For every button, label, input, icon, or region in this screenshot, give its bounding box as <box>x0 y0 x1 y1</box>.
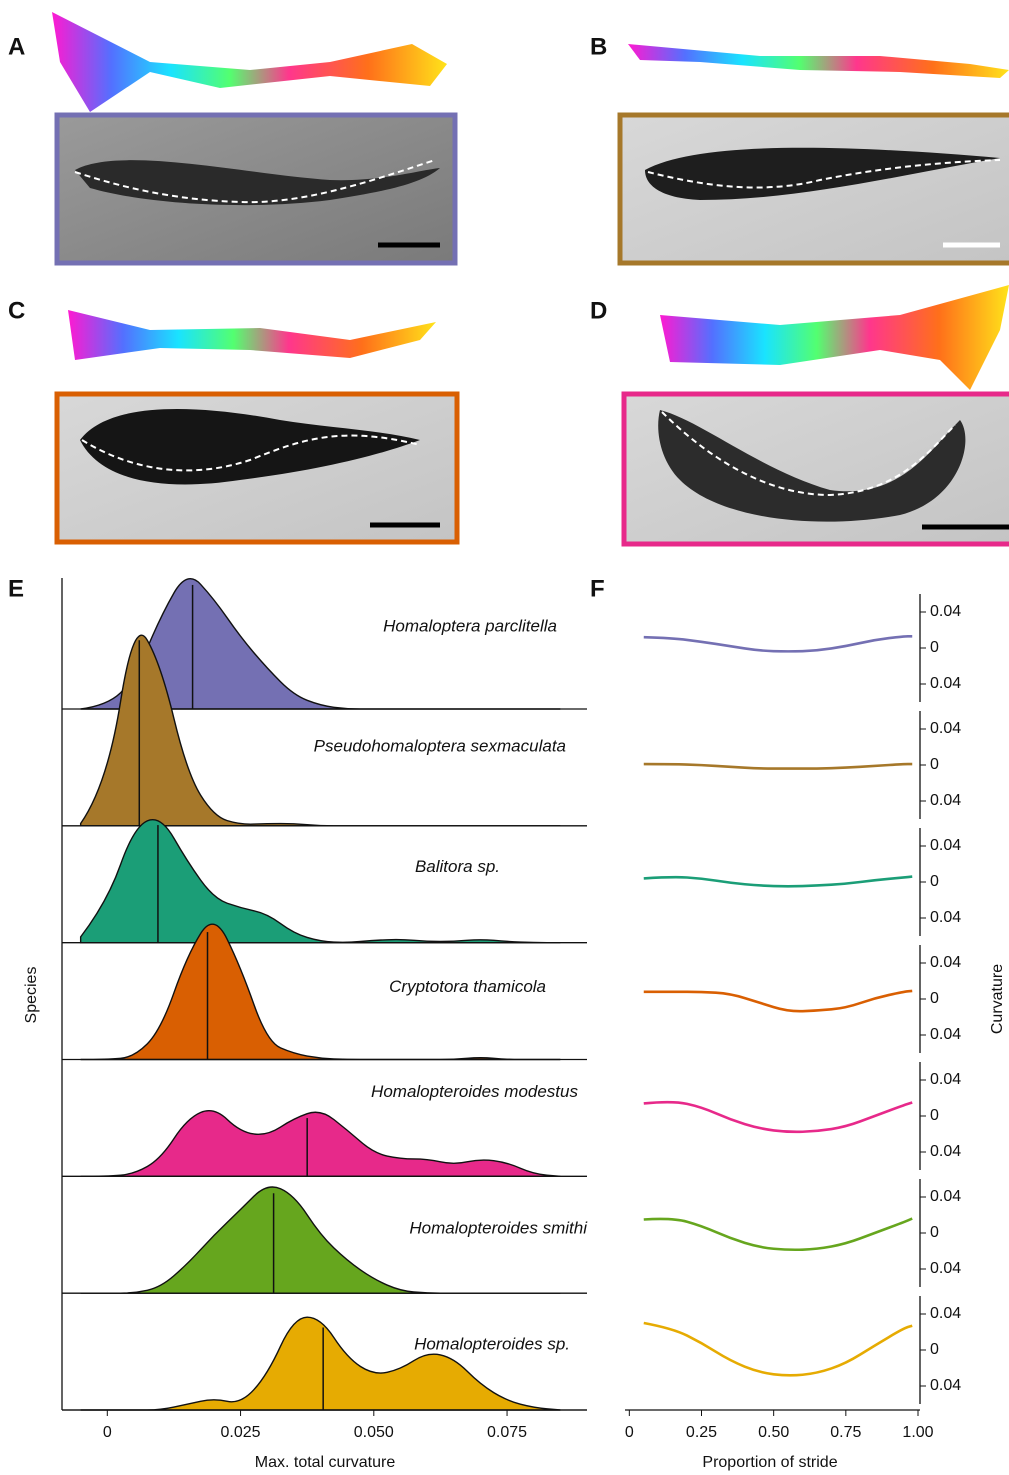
y-tick-label: 0.04 <box>930 837 961 854</box>
density-ridge <box>80 1186 561 1294</box>
panel-b <box>617 44 1009 266</box>
y-tick-label: 0.04 <box>930 1026 961 1043</box>
species-label: Homaloptera parclitella <box>383 616 557 635</box>
y-tick-label: 0 <box>930 639 939 656</box>
species-label: Homalopteroides sp. <box>414 1334 570 1353</box>
y-tick-label: 0.04 <box>930 720 961 737</box>
midline <box>81 434 421 472</box>
species-label: Balitora sp. <box>415 857 500 876</box>
panel-label: A <box>8 33 25 60</box>
y-tick-label: 0.04 <box>930 603 961 620</box>
y-axis-title: Curvature <box>989 964 1006 1034</box>
curvature-chart: Proportion of stride Curvature 0.04 0 0.04… <box>625 594 1006 1471</box>
curvature-line <box>643 762 913 770</box>
density-ridge <box>79 819 561 944</box>
curvature-line <box>643 875 913 888</box>
y-tick-label: 0 <box>930 873 939 890</box>
y-tick-label: 0.04 <box>930 1377 961 1394</box>
species-label: Cryptotora thamicola <box>389 977 546 996</box>
curvature-line <box>643 635 913 653</box>
x-tick-label: 0 <box>103 1424 112 1441</box>
x-tick-label: 0.25 <box>686 1424 717 1441</box>
y-tick-label: 0 <box>930 1341 939 1358</box>
curvature-line <box>643 1321 913 1377</box>
y-tick-label: 0.04 <box>930 954 961 971</box>
midline <box>74 159 436 204</box>
panel-label: B <box>590 33 607 60</box>
y-tick-label: 0.04 <box>930 675 961 692</box>
ridgeline-chart: Max. total curvature Species Homaloptera… <box>23 578 588 1471</box>
species-label: Pseudohomaloptera sexmaculata <box>314 736 566 755</box>
panel-c <box>54 310 460 545</box>
y-tick-label: 0 <box>930 990 939 1007</box>
curvature-line <box>643 989 913 1013</box>
midline <box>661 411 956 497</box>
fish <box>80 408 420 485</box>
x-tick-label: 0.025 <box>221 1424 261 1441</box>
y-tick-label: 0.04 <box>930 1260 961 1277</box>
midline-overlay <box>628 44 1009 78</box>
y-axis-title: Species <box>23 967 40 1024</box>
fish <box>658 410 966 522</box>
midline-overlay <box>52 12 447 112</box>
panel-label: C <box>8 297 25 324</box>
midline <box>647 159 1001 189</box>
panel-label: E <box>8 575 24 602</box>
panel-label: F <box>590 575 605 602</box>
y-tick-label: 0 <box>930 1224 939 1241</box>
density-ridge <box>80 1110 561 1178</box>
curvature-line <box>643 1217 913 1252</box>
midline-overlay <box>68 310 436 360</box>
x-tick-label: 0.075 <box>487 1424 527 1441</box>
midline-overlay <box>660 285 1009 390</box>
y-tick-label: 0.04 <box>930 909 961 926</box>
x-tick-label: 0 <box>625 1424 634 1441</box>
y-tick-label: 0 <box>930 1107 939 1124</box>
x-axis-title: Max. total curvature <box>255 1454 396 1471</box>
density-ridge <box>79 634 561 827</box>
y-tick-label: 0.04 <box>930 1071 961 1088</box>
y-tick-label: 0.04 <box>930 1143 961 1160</box>
curvature-line <box>643 1100 913 1134</box>
y-tick-label: 0.04 <box>930 1188 961 1205</box>
species-label: Homalopteroides smithi <box>409 1219 588 1238</box>
panel-label: D <box>590 297 607 324</box>
x-axis-title: Proportion of stride <box>702 1454 837 1471</box>
x-tick-label: 0.50 <box>758 1424 789 1441</box>
panel-a <box>52 12 458 266</box>
x-tick-label: 1.00 <box>902 1424 933 1441</box>
y-tick-label: 0.04 <box>930 1305 961 1322</box>
y-tick-label: 0.04 <box>930 792 961 809</box>
species-label: Homalopteroides modestus <box>371 1082 578 1101</box>
fish <box>645 147 1000 200</box>
x-tick-label: 0.050 <box>354 1424 394 1441</box>
x-tick-label: 0.75 <box>830 1424 861 1441</box>
density-ridge <box>80 1316 561 1411</box>
panel-d <box>621 285 1009 547</box>
y-tick-label: 0 <box>930 756 939 773</box>
density-ridge <box>80 923 561 1061</box>
